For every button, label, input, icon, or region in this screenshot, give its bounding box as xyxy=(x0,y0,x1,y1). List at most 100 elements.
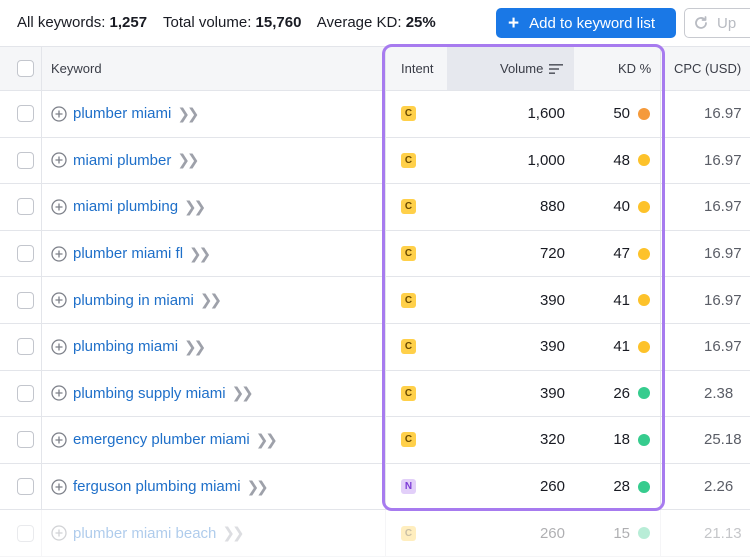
add-circle-icon[interactable] xyxy=(51,339,67,355)
plus-icon: + xyxy=(508,12,520,34)
kd-difficulty-dot xyxy=(638,527,650,540)
add-to-keyword-list-button[interactable]: + Add to keyword list xyxy=(496,8,676,38)
chevron-double-right-icon[interactable]: ❯❯ xyxy=(222,525,244,543)
volume-value: 390 xyxy=(539,291,565,309)
kd-value: 41 xyxy=(613,291,630,309)
table-row[interactable]: miami plumber ❯❯ C 1,000 48 16.97 xyxy=(0,137,750,185)
add-circle-icon[interactable] xyxy=(51,152,67,169)
add-circle-icon[interactable] xyxy=(51,106,67,122)
cpc-value: 16.97 xyxy=(704,291,742,309)
row-checkbox[interactable] xyxy=(17,478,34,496)
avg-kd-label: Average KD: xyxy=(316,14,402,31)
chevron-double-right-icon[interactable]: ❯❯ xyxy=(246,478,269,496)
intent-column-header[interactable]: Intent xyxy=(401,61,434,76)
intent-badge: C xyxy=(401,525,416,541)
volume-column-header[interactable]: Volume xyxy=(500,47,564,90)
summary-bar: All keywords: 1,257 Total volume: 15,760… xyxy=(0,0,750,46)
volume-value: 260 xyxy=(539,478,565,496)
chevron-double-right-icon[interactable]: ❯❯ xyxy=(177,152,199,170)
volume-value: 880 xyxy=(539,198,565,216)
table-row[interactable]: emergency plumber miami ❯❯ C 320 18 25.18 xyxy=(0,417,750,464)
volume-value: 320 xyxy=(539,431,565,449)
row-checkbox[interactable] xyxy=(17,198,34,216)
row-checkbox[interactable] xyxy=(17,291,34,309)
table-row[interactable]: plumbing in miami ❯❯ C 390 41 16.97 xyxy=(0,277,750,324)
table-row[interactable]: plumbing supply miami ❯❯ C 390 26 2.38 xyxy=(0,370,750,418)
keyword-link[interactable]: plumber miami xyxy=(73,105,172,123)
keyword-link[interactable]: plumbing in miami xyxy=(73,291,194,309)
chevron-double-right-icon[interactable]: ❯❯ xyxy=(184,338,206,356)
row-checkbox[interactable] xyxy=(17,151,34,169)
table-row[interactable]: plumbing miami ❯❯ C 390 41 16.97 xyxy=(0,324,750,371)
add-circle-icon[interactable] xyxy=(51,478,67,495)
cpc-value: 21.13 xyxy=(704,524,742,542)
update-button[interactable]: Up xyxy=(684,8,750,38)
row-checkbox[interactable] xyxy=(17,384,34,402)
volume-value: 260 xyxy=(539,524,565,542)
select-all-checkbox[interactable] xyxy=(17,60,34,77)
intent-badge: C xyxy=(401,246,416,262)
kd-value: 48 xyxy=(613,151,630,169)
refresh-icon xyxy=(695,16,707,29)
kd-value: 18 xyxy=(613,431,630,449)
add-to-keyword-list-label: Add to keyword list xyxy=(529,14,655,32)
table-row[interactable]: miami plumbing ❯❯ C 880 40 16.97 xyxy=(0,184,750,231)
cpc-value: 16.97 xyxy=(704,198,742,216)
cpc-value: 2.26 xyxy=(704,478,734,496)
table-row[interactable]: ferguson plumbing miami ❯❯ N 260 28 2.26 xyxy=(0,463,750,511)
chevron-double-right-icon[interactable]: ❯❯ xyxy=(184,198,206,216)
intent-badge: C xyxy=(401,385,416,401)
row-checkbox[interactable] xyxy=(17,431,34,449)
add-circle-icon[interactable] xyxy=(51,525,67,541)
keyword-link[interactable]: plumber miami beach xyxy=(73,524,217,542)
kd-value: 15 xyxy=(613,524,630,542)
keyword-link[interactable]: ferguson plumbing miami xyxy=(73,478,241,496)
keyword-link[interactable]: plumbing miami xyxy=(73,338,179,356)
keyword-link[interactable]: miami plumber xyxy=(73,151,172,169)
kd-difficulty-dot xyxy=(638,294,650,307)
row-checkbox[interactable] xyxy=(17,524,34,542)
chevron-double-right-icon[interactable]: ❯❯ xyxy=(177,105,199,123)
kd-column-header[interactable]: KD % xyxy=(618,61,652,76)
cpc-column-header[interactable]: CPC (USD) xyxy=(674,61,742,76)
kd-difficulty-dot xyxy=(638,200,650,213)
add-circle-icon[interactable] xyxy=(51,432,67,448)
all-keywords-label: All keywords: xyxy=(17,14,106,31)
kd-difficulty-dot xyxy=(638,387,650,400)
keyword-link[interactable]: miami plumbing xyxy=(73,198,179,216)
kd-value: 50 xyxy=(613,105,630,123)
kd-value: 28 xyxy=(613,478,630,496)
row-checkbox[interactable] xyxy=(17,338,34,356)
kd-difficulty-dot xyxy=(638,107,650,120)
table-header: Keyword Intent Volume KD % CPC (USD) xyxy=(0,46,750,91)
intent-badge: C xyxy=(401,292,416,308)
intent-badge: C xyxy=(401,432,416,448)
keyword-link[interactable]: plumber miami fl xyxy=(73,245,184,263)
intent-badge: C xyxy=(401,106,416,122)
add-circle-icon[interactable] xyxy=(51,199,67,215)
keyword-link[interactable]: plumbing supply miami xyxy=(73,384,226,402)
total-volume-value: 15,760 xyxy=(255,14,302,31)
add-circle-icon[interactable] xyxy=(51,245,67,262)
table-row[interactable]: plumber miami fl ❯❯ C 720 47 16.97 xyxy=(0,230,750,278)
row-checkbox[interactable] xyxy=(17,105,34,123)
chevron-double-right-icon[interactable]: ❯❯ xyxy=(199,292,222,310)
row-checkbox[interactable] xyxy=(17,245,34,263)
keyword-column-header[interactable]: Keyword xyxy=(51,61,102,76)
add-circle-icon[interactable] xyxy=(51,385,67,402)
cpc-value: 25.18 xyxy=(704,431,742,449)
cpc-value: 2.38 xyxy=(704,384,734,402)
table-row[interactable]: plumber miami beach ❯❯ C 260 15 21.13 xyxy=(0,510,750,557)
intent-badge: N xyxy=(401,479,416,495)
chevron-double-right-icon[interactable]: ❯❯ xyxy=(231,385,254,403)
volume-value: 720 xyxy=(539,245,565,263)
add-circle-icon[interactable] xyxy=(51,292,67,308)
volume-value: 390 xyxy=(539,384,565,402)
chevron-double-right-icon[interactable]: ❯❯ xyxy=(189,245,211,263)
kd-difficulty-dot xyxy=(638,480,650,493)
keyword-summary: All keywords: 1,257 Total volume: 15,760… xyxy=(17,14,448,31)
chevron-double-right-icon[interactable]: ❯❯ xyxy=(255,431,278,449)
keyword-link[interactable]: emergency plumber miami xyxy=(73,431,250,449)
volume-value: 1,600 xyxy=(527,105,565,123)
table-row[interactable]: plumber miami ❯❯ C 1,600 50 16.97 xyxy=(0,91,750,138)
